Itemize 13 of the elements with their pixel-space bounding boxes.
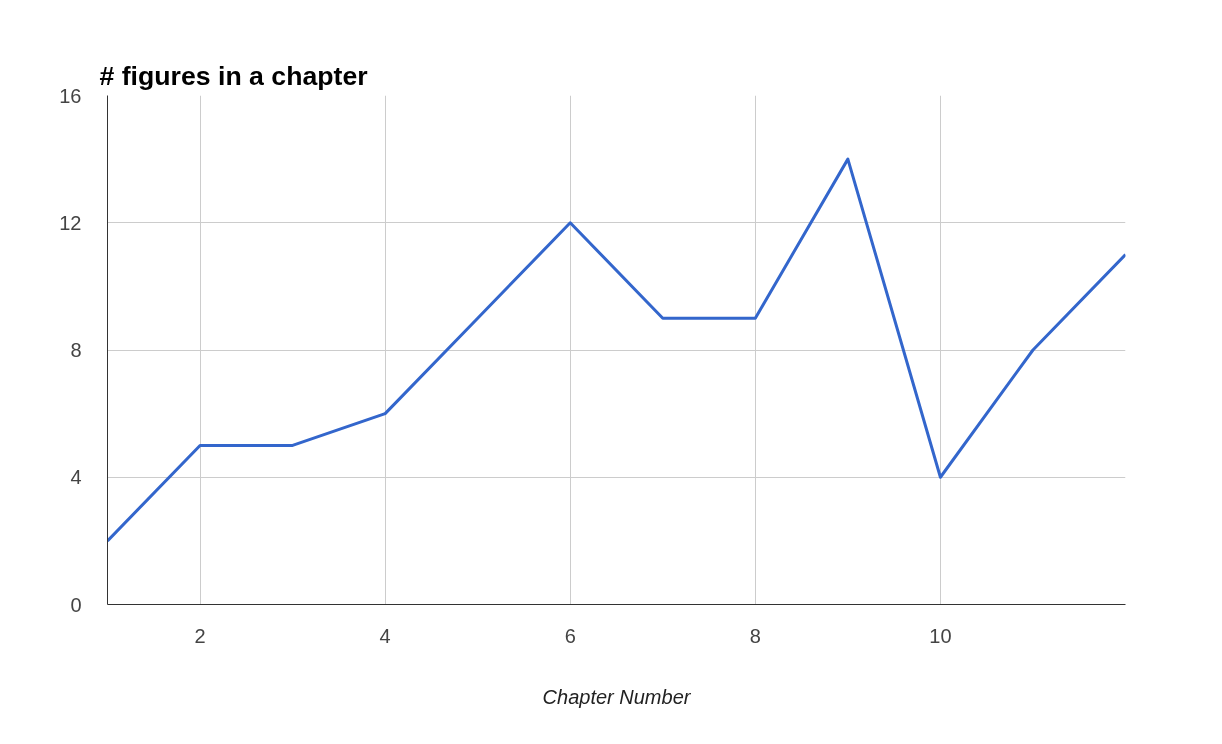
chart-title: # figures in a chapter: [99, 60, 368, 91]
y-tick-label: 0: [70, 593, 82, 616]
y-tick-label: 12: [59, 211, 82, 234]
x-tick-label: 6: [564, 624, 576, 647]
x-tick-label: 10: [929, 624, 952, 647]
x-axis-title: Chapter Number: [542, 685, 692, 708]
x-tick-label: 4: [379, 624, 391, 647]
line-series: [107, 157, 1126, 543]
x-tick-label: 8: [749, 624, 761, 647]
x-tick-label: 2: [194, 624, 206, 647]
y-tick-label: 16: [59, 84, 82, 107]
y-tick-label: 8: [70, 339, 82, 361]
y-tick-label: 4: [70, 466, 82, 489]
